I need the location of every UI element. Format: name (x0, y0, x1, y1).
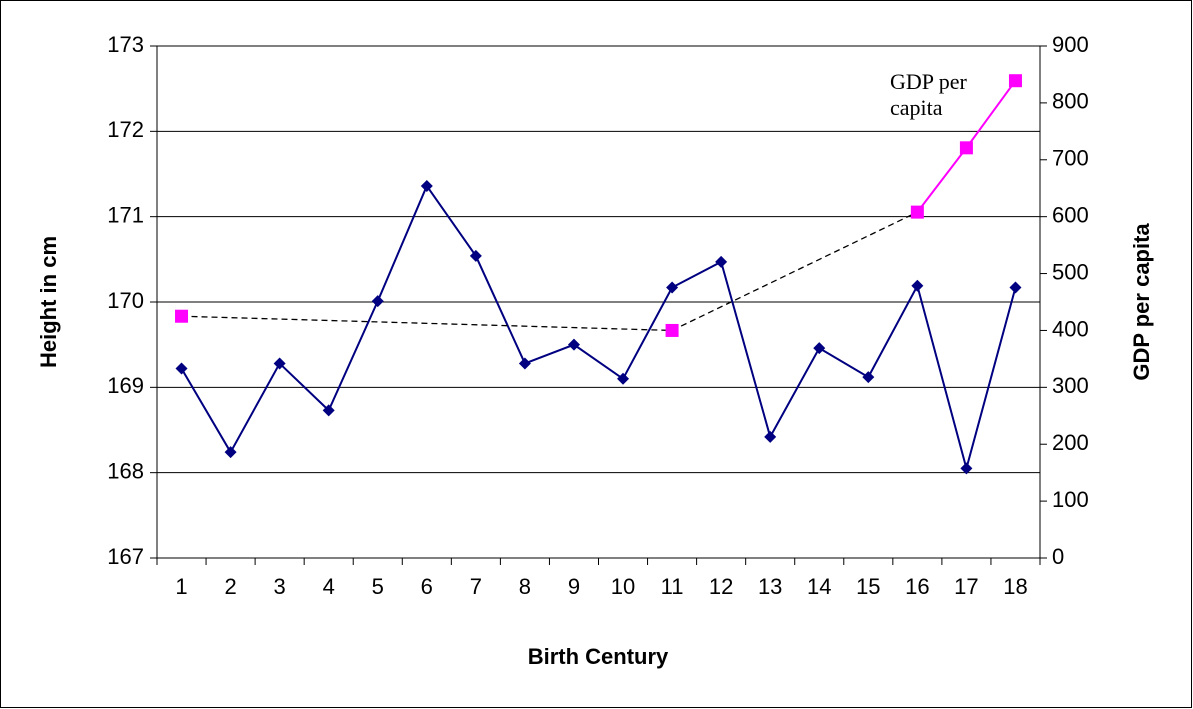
gap-connector (671, 211, 918, 332)
x-tick-label: 2 (224, 574, 236, 599)
x-tick-label: 8 (519, 574, 531, 599)
y-tick-label: 171 (107, 202, 144, 227)
marker (1009, 281, 1022, 294)
y-tick-label: 173 (107, 32, 144, 57)
x-tick-label: 15 (856, 574, 880, 599)
x-tick-label: 7 (470, 574, 482, 599)
marker (715, 255, 728, 268)
series-line (180, 183, 1017, 473)
y2-tick-label: 400 (1052, 316, 1089, 341)
marker (960, 462, 973, 475)
y2-tick-label: 0 (1052, 544, 1064, 569)
y2-tick-label: 100 (1052, 487, 1089, 512)
x-tick-label: 11 (661, 574, 684, 599)
y-tick-label: 170 (107, 288, 144, 313)
y2-axis-title: GDP per capita (1129, 223, 1154, 381)
x-tick-label: 13 (758, 574, 782, 599)
x-tick-label: 16 (905, 574, 929, 599)
marker (371, 295, 384, 308)
y2-tick-label: 800 (1052, 89, 1089, 114)
marker (617, 372, 630, 385)
x-tick-label: 10 (611, 574, 635, 599)
x-tick-label: 4 (323, 574, 335, 599)
marker (764, 430, 777, 443)
marker (813, 342, 826, 355)
marker (910, 205, 924, 219)
x-tick-label: 3 (274, 574, 286, 599)
marker (175, 362, 188, 375)
marker (420, 179, 433, 192)
annotation: capita (890, 95, 943, 120)
x-axis-title: Birth Century (528, 644, 669, 669)
x-tick-label: 5 (372, 574, 384, 599)
marker (666, 281, 679, 294)
y-tick-label: 172 (107, 117, 144, 142)
x-tick-label: 9 (568, 574, 580, 599)
x-tick-label: 14 (807, 574, 831, 599)
marker (665, 323, 679, 337)
marker (1008, 74, 1022, 88)
y2-tick-label: 600 (1052, 202, 1089, 227)
y-tick-label: 168 (107, 458, 144, 483)
marker (273, 357, 286, 370)
y2-tick-label: 700 (1052, 146, 1089, 171)
marker (322, 404, 335, 417)
y2-tick-label: 900 (1052, 32, 1089, 57)
x-tick-label: 17 (954, 574, 978, 599)
annotation: GDP per (890, 69, 967, 94)
x-tick-label: 12 (709, 574, 733, 599)
marker (911, 279, 924, 292)
x-tick-label: 6 (421, 574, 433, 599)
y-axis-title: Height in cm (36, 236, 61, 368)
y2-tick-label: 500 (1052, 259, 1089, 284)
marker (518, 357, 531, 370)
marker (224, 446, 237, 459)
x-tick-label: 1 (175, 574, 187, 599)
marker (959, 141, 973, 155)
marker (862, 371, 875, 384)
marker (469, 249, 482, 262)
y2-tick-label: 300 (1052, 373, 1089, 398)
y-tick-label: 169 (107, 373, 144, 398)
marker (175, 309, 189, 323)
y2-tick-label: 200 (1052, 430, 1089, 455)
y-tick-label: 167 (107, 544, 144, 569)
marker (567, 338, 580, 351)
gap-connector (181, 315, 673, 332)
x-tick-label: 18 (1003, 574, 1027, 599)
